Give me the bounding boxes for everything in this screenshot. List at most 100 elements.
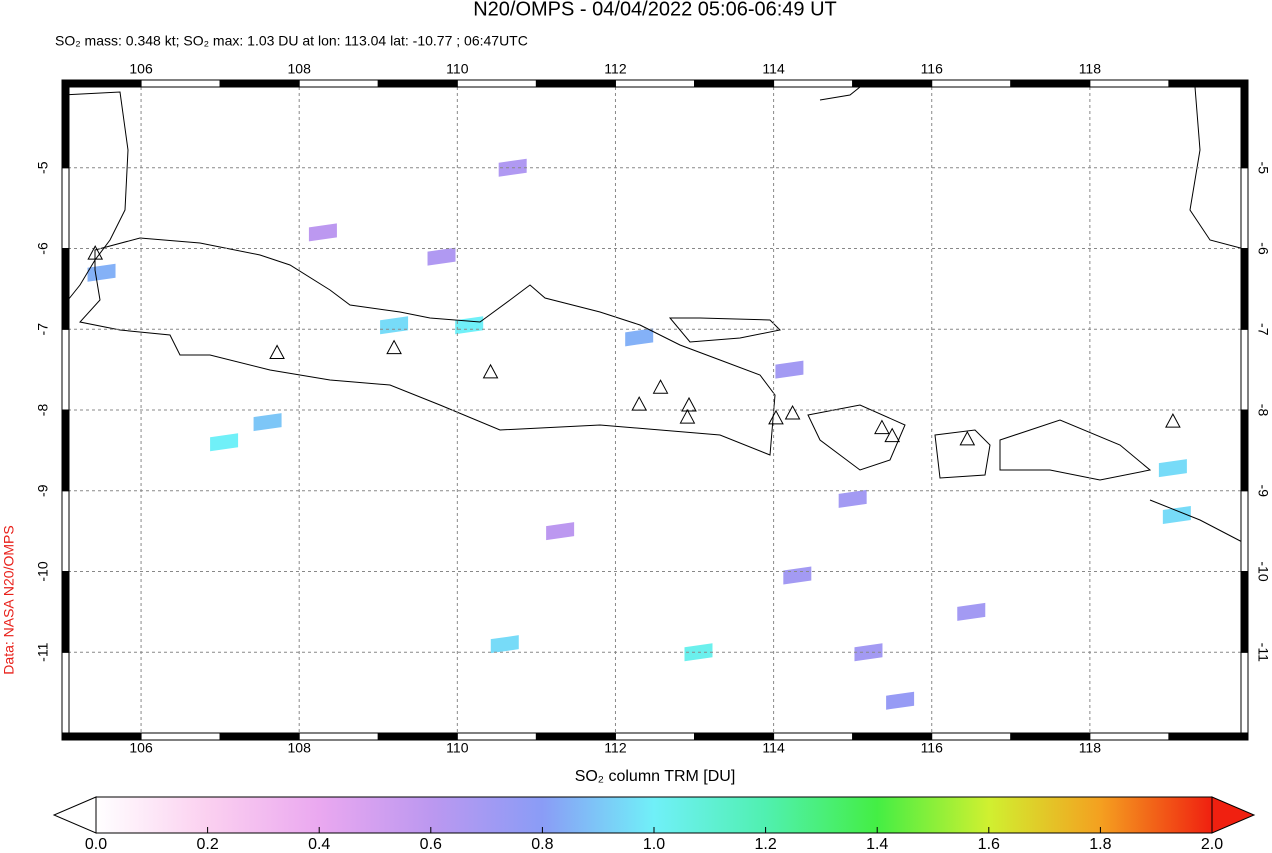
colorbar-tick-label: 0.4 <box>308 836 330 853</box>
degree-bar <box>298 79 379 88</box>
degree-bar <box>1240 490 1249 572</box>
colorbar-tick-label: 1.8 <box>1089 836 1111 853</box>
degree-bar <box>535 732 616 741</box>
so2-cell <box>838 489 867 508</box>
degree-bar <box>377 79 458 88</box>
degree-bar <box>1010 79 1091 88</box>
so2-cell <box>546 522 575 541</box>
colorbar-tick-label: 1.2 <box>754 836 776 853</box>
coastline <box>1149 499 1249 546</box>
coastline <box>807 404 906 471</box>
colorbar-tick-label: 0.0 <box>85 836 107 853</box>
colorbar-tick-label: 2.0 <box>1201 836 1223 853</box>
colorbar-extend-high <box>1211 796 1256 834</box>
degree-bar <box>61 651 70 734</box>
volcano <box>784 404 801 420</box>
x-tick-label: 116 <box>921 740 944 756</box>
colorbar-extend-low <box>52 796 97 834</box>
degree-bar <box>1240 571 1249 653</box>
degree-bar <box>1240 409 1249 492</box>
so2-cell <box>455 316 484 335</box>
degree-bar <box>773 732 854 741</box>
y-tick-label: -11 <box>1255 643 1271 662</box>
degree-bar <box>61 167 70 249</box>
so2-cell <box>783 566 812 585</box>
x-tick-label: 108 <box>288 61 312 77</box>
degree-bar <box>694 732 775 741</box>
volcano <box>679 409 696 424</box>
volcano <box>1165 413 1181 428</box>
coastline <box>999 419 1152 481</box>
x-tick-label: 116 <box>921 61 944 77</box>
degree-bar <box>1240 167 1249 249</box>
so2-cell <box>886 691 915 710</box>
colorbar-tick-label: 0.2 <box>196 836 218 853</box>
coastline <box>819 86 861 101</box>
y-tick-label: -9 <box>1255 485 1271 498</box>
colorbar-tick-label: 1.6 <box>978 836 1000 853</box>
so2-cell <box>625 328 654 347</box>
volcano <box>631 396 648 411</box>
degree-bar <box>852 79 933 88</box>
volcano <box>959 430 976 446</box>
y-tick-label: -8 <box>1255 404 1271 417</box>
so2-cell <box>87 263 116 282</box>
degree-bar <box>140 79 221 88</box>
degree-bar <box>1168 79 1249 88</box>
x-tick-label: 114 <box>762 61 785 77</box>
degree-bar <box>1089 79 1170 88</box>
y-tick-label: -11 <box>35 642 51 661</box>
degree-bar <box>61 328 70 411</box>
colorbar-tick-label: 0.6 <box>420 836 442 853</box>
x-tick-label: 118 <box>1079 61 1102 77</box>
so2-cell <box>775 360 804 379</box>
volcano <box>884 427 901 443</box>
degree-bar <box>456 732 537 741</box>
volcano <box>269 344 285 359</box>
y-tick-label: -5 <box>35 161 51 174</box>
degree-bar <box>61 79 142 88</box>
degree-bar <box>61 86 70 169</box>
degree-bar <box>1240 651 1249 734</box>
y-tick-label: -7 <box>1255 323 1271 336</box>
volcano <box>874 419 890 435</box>
so2-cell <box>490 635 519 654</box>
coastline <box>934 429 991 479</box>
degree-bar <box>931 732 1012 741</box>
volcano <box>386 339 402 355</box>
coastlines <box>61 86 1249 546</box>
degree-bar <box>773 79 854 88</box>
chart-title: N20/OMPS - 04/04/2022 05:06-06:49 UT <box>473 0 837 20</box>
volcano <box>768 409 784 425</box>
so2-cell <box>1162 505 1191 524</box>
degree-bar <box>1010 732 1091 741</box>
y-tick-label: -5 <box>1255 162 1271 175</box>
degree-bar <box>1240 86 1249 169</box>
degree-bar <box>61 248 70 330</box>
volcano <box>87 245 104 260</box>
degree-bar <box>219 79 300 88</box>
x-tick-label: 110 <box>446 61 469 77</box>
so2-cell <box>427 247 456 266</box>
colorbar-label: SO₂ column TRM [DU] <box>575 768 736 785</box>
coastline <box>668 317 782 343</box>
colorbar-tick-label: 1.0 <box>643 836 665 853</box>
colorbar-tick-label: 1.4 <box>866 836 888 853</box>
volcano <box>482 363 499 379</box>
degree-bar <box>61 571 70 653</box>
degree-bar <box>219 732 300 741</box>
coastline <box>79 237 776 456</box>
chart-subtitle: SO₂ mass: 0.348 kt; SO₂ max: 1.03 DU at … <box>55 33 528 49</box>
x-tick-label: 112 <box>604 61 627 77</box>
degree-bar <box>1168 732 1249 741</box>
so2-cell <box>253 413 282 432</box>
x-tick-label: 110 <box>446 740 469 756</box>
credit: Data: NASA N20/OMPS <box>1 525 17 674</box>
x-tick-label: 118 <box>1079 740 1102 756</box>
colorbar-tick-label: 0.8 <box>531 836 553 853</box>
degree-bar <box>298 732 379 741</box>
degree-bar <box>1089 732 1170 741</box>
degree-bar <box>931 79 1012 88</box>
